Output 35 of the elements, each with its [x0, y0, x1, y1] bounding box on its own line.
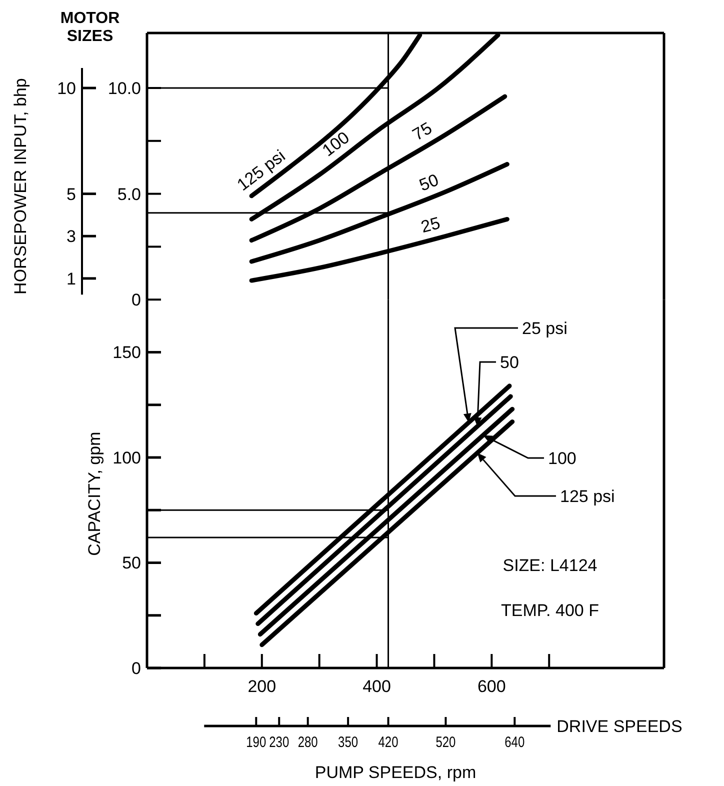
x-axis-title: PUMP SPEEDS, rpm	[314, 763, 476, 782]
y-axis-title: CAPACITY, gpm	[85, 432, 104, 556]
y-tick-label: 100	[112, 448, 141, 468]
x2-tick-label: 420	[378, 734, 404, 751]
y-tick-label: 150	[112, 343, 141, 362]
text: 125 psi	[234, 146, 289, 195]
text: MOTOR SIZES	[60, 10, 120, 45]
annotation: TEMP. 400 F	[501, 601, 599, 620]
y2-tick-label: 5.0	[117, 184, 141, 204]
legend-label: 100	[548, 449, 576, 468]
y-axis-title: HORSEPOWER INPUT, bhp	[11, 78, 30, 294]
text: 25 psi	[522, 319, 568, 338]
x-tick-label: 200	[248, 677, 276, 696]
x-tick-label: 600	[477, 677, 506, 696]
annotation: SIZE: L4124	[502, 556, 598, 575]
x2-axis-title: DRIVE SPEEDS	[556, 717, 682, 736]
y-tick-label: 5	[66, 184, 76, 204]
x2-tick-label: 640	[504, 734, 530, 751]
text: 25	[419, 214, 442, 237]
text: 75	[409, 118, 436, 144]
x-tick-label: 400	[362, 677, 391, 696]
y-tick-label: 50	[122, 554, 141, 573]
y2-tick-label: 10.0	[108, 79, 141, 98]
y-tick-label: 10	[57, 79, 76, 98]
y-tick-label: 3	[66, 227, 76, 246]
text: 100	[318, 128, 353, 160]
y-tick-label: 0	[132, 659, 141, 678]
x2-tick-label: 280	[298, 734, 323, 751]
text: 50	[416, 170, 442, 195]
text: 125 psi	[560, 487, 615, 506]
y-tick-label: 1	[66, 269, 76, 288]
x2-tick-label: 350	[338, 734, 364, 751]
x2-tick-label: 520	[436, 734, 461, 751]
x2-tick-label: 230	[269, 734, 294, 751]
series-label: 50	[500, 353, 519, 372]
